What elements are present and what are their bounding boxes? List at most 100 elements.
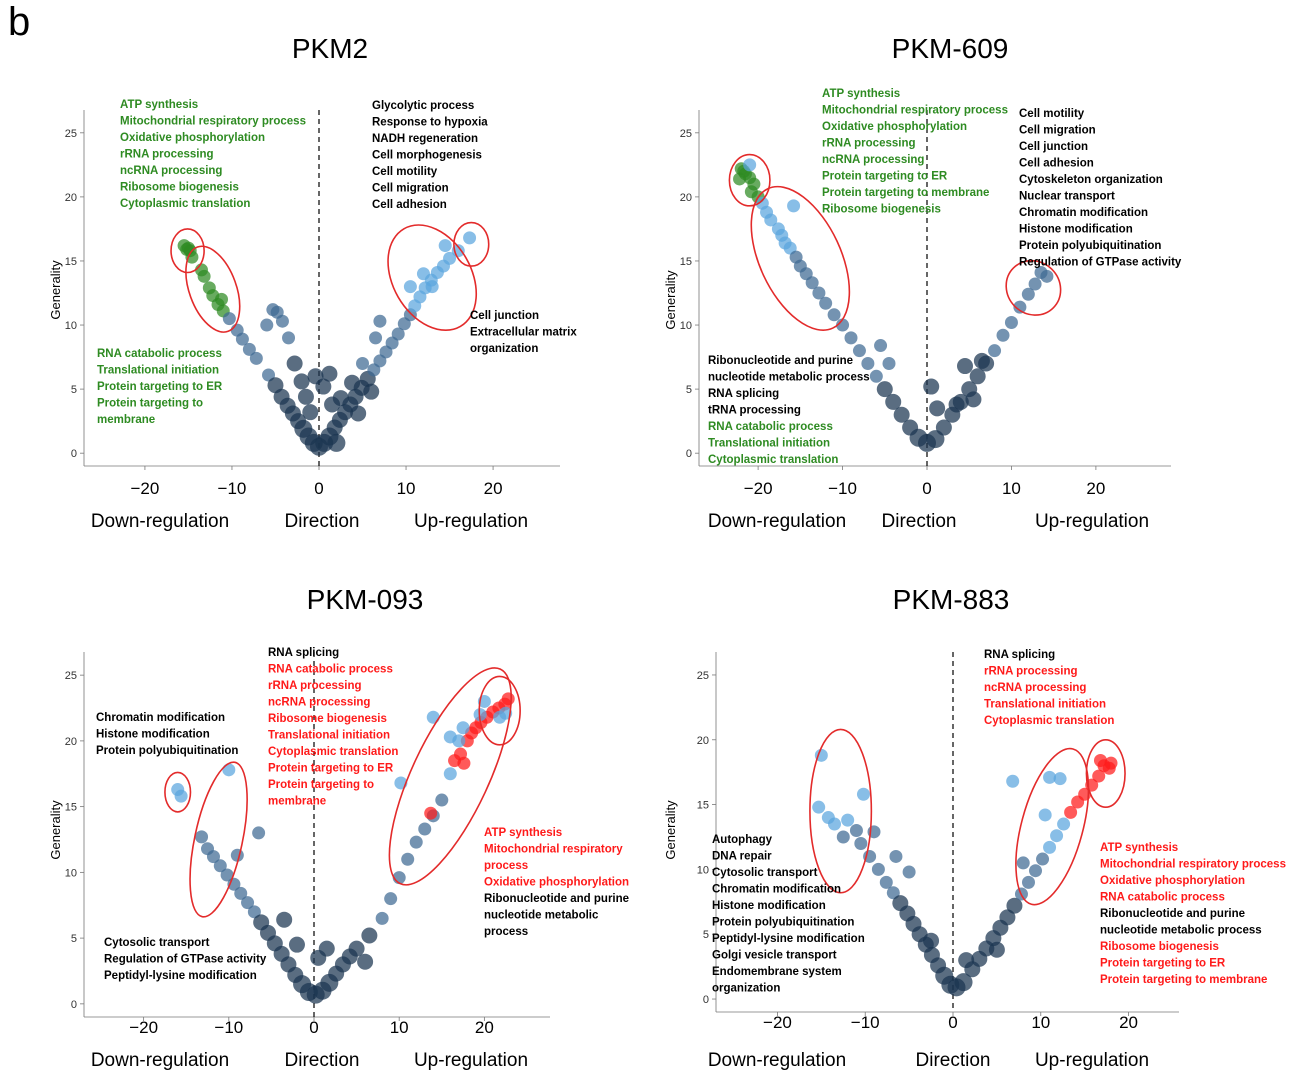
annotation-block: Autophagy DNA repair Cytosolic transport Ch… xyxy=(712,834,865,995)
annotation-line: Peptidyl-lysine modification xyxy=(104,970,257,982)
x-label-down-regulation: Down-regulation xyxy=(708,511,846,532)
data-point xyxy=(957,358,973,375)
highlight-ellipse xyxy=(750,185,851,331)
data-point xyxy=(836,830,850,844)
annotation-line: Cell adhesion xyxy=(372,199,447,211)
data-point xyxy=(988,941,1005,958)
annotation-line: Oxidative phosphorylation xyxy=(484,877,629,889)
data-point xyxy=(828,817,841,831)
data-point xyxy=(827,308,841,322)
annotation-line: Ribonucleotide and purine xyxy=(1100,908,1245,920)
annotation-line: Oxidative phosphorylation xyxy=(822,121,967,133)
data-point xyxy=(363,383,380,400)
annotation-line: Protein targeting to ER xyxy=(97,381,223,393)
data-point xyxy=(321,365,338,382)
data-point xyxy=(435,793,449,807)
annotation-line: ncRNA processing xyxy=(984,682,1086,694)
data-point xyxy=(356,356,370,370)
y-tick-label: 10 xyxy=(697,864,709,876)
data-point xyxy=(856,787,870,801)
y-axis-label: Generality xyxy=(48,260,63,320)
data-point xyxy=(286,355,303,372)
y-tick-label: 25 xyxy=(697,670,709,682)
x-tick-label: 20 xyxy=(484,479,503,498)
annotation-line: Ribosome biogenesis xyxy=(822,204,941,216)
data-point xyxy=(252,826,266,840)
annotation-line: Mitochondrial respiratory process xyxy=(120,116,306,128)
highlight-ellipse xyxy=(1015,747,1090,906)
x-tick-label: 20 xyxy=(1119,1013,1138,1032)
x-tick-label: −20 xyxy=(763,1013,792,1032)
highlight-ellipse xyxy=(185,245,241,333)
annotation-line: Ribosome biogenesis xyxy=(268,713,387,725)
data-point xyxy=(222,312,236,326)
data-point xyxy=(452,734,466,748)
annotation-line: Glycolytic process xyxy=(372,100,474,112)
data-point xyxy=(424,806,438,820)
annotation-line: Protein targeting to membrane xyxy=(822,187,989,199)
annotation-line: Ribonucleotide and purine xyxy=(708,355,853,367)
annotation-line: nucleotide metabolic process xyxy=(708,372,870,384)
chart-title: PKM2 xyxy=(292,33,368,64)
annotation-line: Extracellular matrix xyxy=(470,327,577,339)
x-tick-label: 10 xyxy=(1002,479,1021,498)
annotation-line: Protein targeting to ER xyxy=(268,763,394,775)
annotation-line: process xyxy=(484,860,528,872)
highlight-ellipse xyxy=(189,761,248,918)
data-point xyxy=(220,868,234,882)
data-point xyxy=(1040,269,1054,283)
data-point xyxy=(1104,756,1118,770)
highlight-ellipse xyxy=(453,221,490,267)
annotation-line: Regulation of GTPase activity xyxy=(1019,257,1182,269)
annotation-line: RNA catabolic process xyxy=(268,664,393,676)
annotation-line: rRNA processing xyxy=(120,149,214,161)
data-point xyxy=(418,822,432,836)
annotation-line: Oxidative phosphorylation xyxy=(120,132,265,144)
annotation-line: membrane xyxy=(268,796,326,808)
data-point xyxy=(849,824,863,838)
annotation-line: organization xyxy=(712,983,780,995)
data-point xyxy=(327,433,346,452)
x-tick-label: 20 xyxy=(475,1018,494,1037)
data-point xyxy=(1043,770,1057,784)
annotation-line: Cell adhesion xyxy=(1019,158,1094,170)
annotation-line: ATP synthesis xyxy=(822,88,900,100)
data-point xyxy=(344,374,361,391)
x-tick-label: 0 xyxy=(314,479,323,498)
data-point xyxy=(260,318,274,332)
data-point xyxy=(1043,840,1057,854)
chart-pkm-093: PKM-093 0 5 10 15 20 25 −20 −10 0 10 20 Generality Do… xyxy=(48,584,629,1071)
data-point xyxy=(1004,315,1018,329)
data-point xyxy=(195,830,209,844)
data-point xyxy=(886,886,900,900)
chart-title: PKM-883 xyxy=(893,584,1010,615)
y-tick-label: 15 xyxy=(65,256,77,268)
annotation-line: RNA catabolic process xyxy=(97,348,222,360)
data-point xyxy=(1016,856,1030,870)
data-point xyxy=(1053,772,1067,786)
data-point xyxy=(288,936,305,953)
annotation-line: ATP synthesis xyxy=(484,827,562,839)
data-point xyxy=(852,344,866,358)
x-label-down-regulation: Down-regulation xyxy=(91,1050,229,1071)
data-point xyxy=(812,286,826,300)
x-tick-label: 0 xyxy=(922,479,931,498)
data-point xyxy=(443,767,457,781)
annotation-line: Endomembrane system xyxy=(712,966,842,978)
annotation-line: Histone modification xyxy=(96,729,210,741)
data-point xyxy=(948,396,965,413)
data-point xyxy=(889,849,903,863)
chart-title: PKM-093 xyxy=(307,584,424,615)
y-tick-label: 0 xyxy=(703,994,709,1006)
y-tick-label: 15 xyxy=(697,800,709,812)
annotation-line: membrane xyxy=(97,414,155,426)
data-point xyxy=(230,848,244,862)
data-point xyxy=(841,813,855,827)
data-point xyxy=(926,430,945,449)
data-point xyxy=(426,710,440,724)
data-point xyxy=(425,280,439,294)
data-point xyxy=(197,269,211,283)
y-tick-label: 5 xyxy=(71,384,77,396)
panel-letter: b xyxy=(8,0,31,44)
annotation-line: Translational initiation xyxy=(984,699,1106,711)
